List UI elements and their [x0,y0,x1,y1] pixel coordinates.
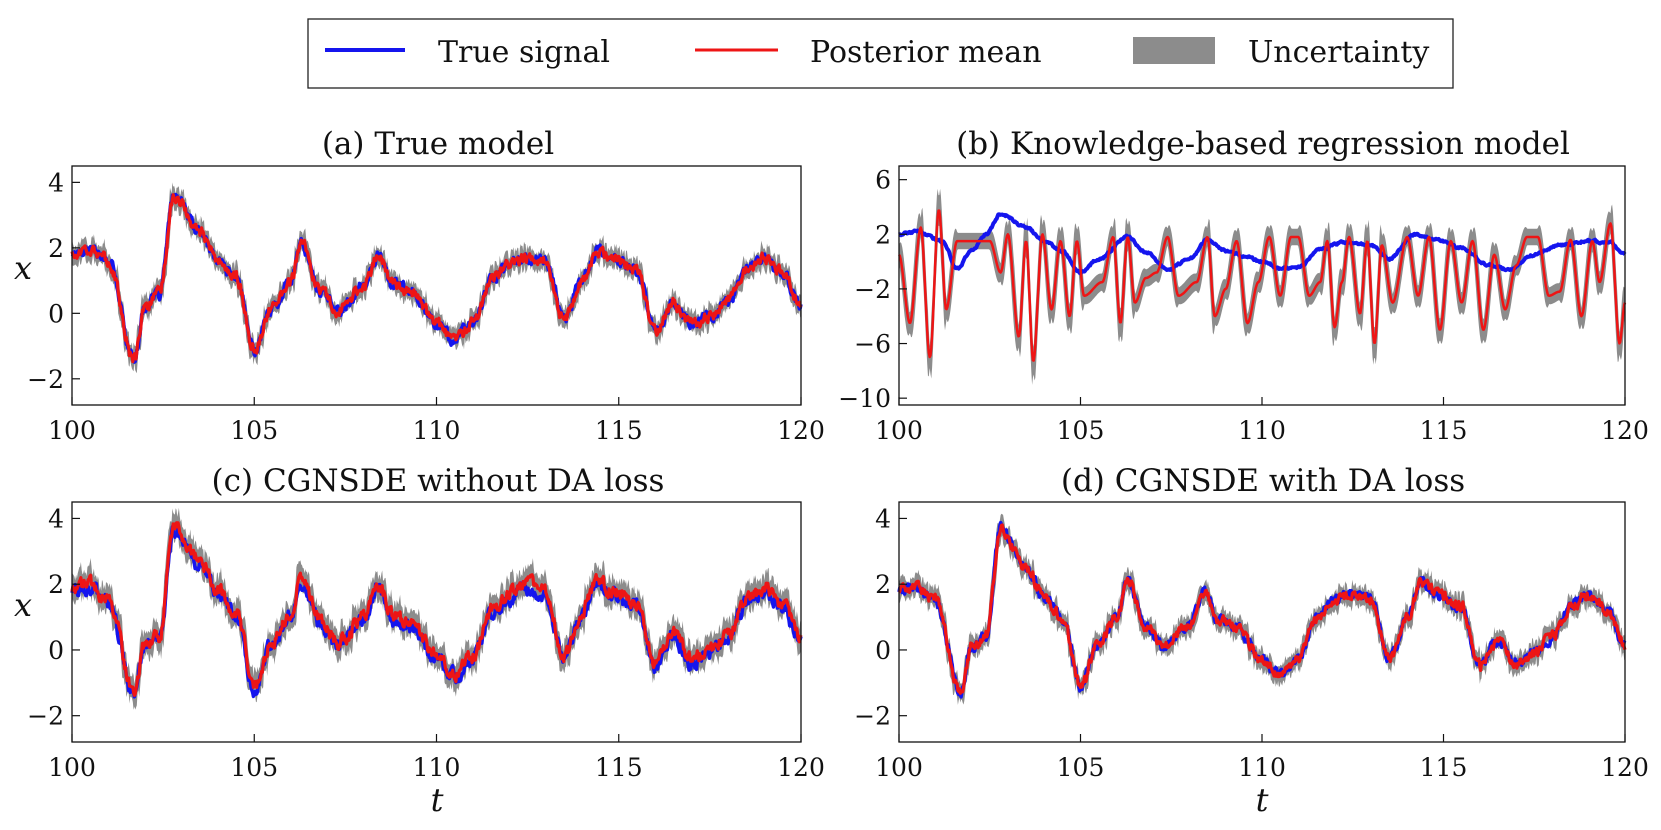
panel-d-title: (d) CGNSDE with DA loss [1061,463,1465,499]
panel-c-ylabel: x [14,586,32,624]
ytick-label-a: 0 [48,299,64,328]
panel-a-ylabel: x [14,249,32,287]
panel-c-plot [70,507,803,710]
panel-a-ticks: 100 105 110 115 120 −2 0 2 4 [27,168,825,445]
xtick-label-d: 100 [875,753,923,782]
posterior-mean-line-b [898,209,1627,362]
xtick-label-d: 105 [1057,753,1105,782]
xtick-label-a: 115 [595,416,643,445]
xtick-label-b: 120 [1601,416,1649,445]
xtick-label-a: 105 [230,416,278,445]
panel-c: (c) CGNSDE without DA loss 100 105 110 115 1… [14,463,825,819]
xtick-label-a: 120 [777,416,825,445]
ytick-label-c: 2 [48,570,64,599]
xtick-label-c: 105 [230,753,278,782]
ytick-label-a: 2 [48,234,64,263]
panel-a-plot [70,182,803,374]
xtick-label-c: 120 [777,753,825,782]
ytick-label-b: 2 [875,220,891,249]
legend-posterior-mean-label: Posterior mean [810,35,1042,70]
xtick-label-d: 110 [1238,753,1286,782]
xtick-label-b: 100 [875,416,923,445]
true-signal-line-a [70,192,803,364]
ytick-label-d: 0 [875,636,891,665]
panel-c-title: (c) CGNSDE without DA loss [212,463,665,499]
ytick-label-d: 4 [875,504,891,533]
panel-b-title: (b) Knowledge-based regression model [956,126,1570,162]
panel-a-title: (a) True model [322,126,554,162]
xtick-label-c: 100 [48,753,96,782]
panel-c-xlabel: t [431,781,444,819]
ytick-label-a: −2 [27,365,64,394]
ytick-label-c: 0 [48,636,64,665]
ytick-label-d: 2 [875,570,891,599]
posterior-mean-line-a [70,193,803,364]
panel-b-plot [897,188,1627,385]
panel-d-ticks: 100 105 110 115 120 −2 0 2 4 [854,504,1649,782]
uncertainty-band-a [72,182,801,374]
panel-d: (d) CGNSDE with DA loss 100 105 110 115 120 −… [854,463,1649,819]
ytick-label-b: −10 [838,384,891,413]
ytick-label-c: −2 [27,702,64,731]
xtick-label-c: 110 [413,753,461,782]
posterior-mean-line-d [897,523,1627,695]
legend-frame [307,18,1454,89]
xtick-label-b: 105 [1057,416,1105,445]
panel-b: (b) Knowledge-based regression model 100… [838,126,1649,445]
xtick-label-a: 100 [48,416,96,445]
panel-c-ticks: 100 105 110 115 120 −2 0 2 4 [27,504,825,782]
panel-a: (a) True model 100 105 110 115 120 −2 0 2 4 x [14,126,825,445]
panel-d-xlabel: t [1256,781,1269,819]
panel-d-plot [897,513,1627,705]
xtick-label-b: 110 [1238,416,1286,445]
ytick-label-b: −2 [854,275,891,304]
true-signal-line-b [897,212,1627,276]
xtick-label-d: 120 [1601,753,1649,782]
ytick-label-c: 4 [48,504,64,533]
posterior-mean-line-c [70,521,803,697]
uncertainty-band-b [899,188,1625,385]
xtick-label-d: 115 [1420,753,1468,782]
ytick-label-b: −6 [854,330,891,359]
ytick-label-d: −2 [854,702,891,731]
xtick-label-c: 115 [595,753,643,782]
uncertainty-band-d [899,513,1625,705]
ytick-label-b: 6 [875,166,891,195]
xtick-label-a: 110 [413,416,461,445]
xtick-label-b: 115 [1420,416,1468,445]
legend-uncertainty-label: Uncertainty [1248,35,1429,70]
legend: True signal Posterior mean Uncertainty [307,18,1454,89]
legend-true-signal-label: True signal [438,35,610,70]
true-signal-line-c [70,525,803,699]
ytick-label-a: 4 [48,168,64,197]
legend-uncertainty-swatch [1133,37,1215,64]
panel-b-ticks: 100 105 110 115 120 −10 −6 −2 2 6 [838,166,1649,445]
